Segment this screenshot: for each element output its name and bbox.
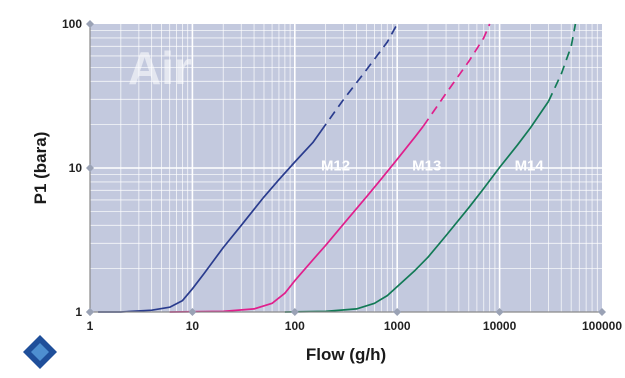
x-tick-label: 10000: [483, 319, 517, 333]
curve-labels: M12 M13 M14: [321, 158, 544, 175]
series-m12: [98, 23, 398, 313]
brand-logo-icon: [23, 335, 57, 369]
series-m14: [284, 23, 577, 313]
x-tick-marker: [598, 308, 606, 316]
axes: [86, 20, 606, 316]
y-tick-label: 10: [69, 161, 83, 175]
x-tick-marker: [495, 308, 504, 316]
gas-watermark: Air: [128, 42, 192, 94]
x-tick-label: 100000: [582, 319, 622, 333]
y-axis-title: P1 (bara): [31, 132, 50, 205]
series-m13: [169, 23, 491, 313]
x-tick-label: 10: [186, 319, 200, 333]
x-tick-marker: [393, 308, 402, 316]
x-tick-label: 1: [87, 319, 94, 333]
series-m14-dashed-line: [547, 23, 577, 102]
series-layer: [98, 23, 577, 313]
y-tick-marker: [86, 164, 94, 172]
tick-labels: 1 10 100 1000 10000 100000 1 10 100: [62, 17, 622, 333]
y-tick-marker: [86, 308, 94, 316]
series-m13-solid-line: [169, 125, 424, 313]
series-m12-solid-line: [98, 130, 322, 313]
x-tick-marker: [188, 308, 197, 316]
x-tick-label: 100: [285, 319, 305, 333]
logo-inner-diamond: [31, 343, 49, 361]
series-m14-solid-line: [284, 100, 550, 313]
x-axis-title: Flow (g/h): [306, 345, 386, 364]
y-tick-label: 1: [75, 305, 82, 319]
x-tick-label: 1000: [384, 319, 411, 333]
curve-label-m13: M13: [412, 158, 441, 175]
curve-label-m12: M12: [321, 158, 350, 175]
x-tick-marker: [290, 308, 299, 316]
curve-label-m14: M14: [515, 158, 545, 175]
y-tick-label: 100: [62, 17, 82, 31]
major-grid: [90, 24, 602, 312]
series-m12-dashed-line: [320, 23, 398, 132]
y-tick-marker: [86, 20, 94, 28]
series-m13-dashed-line: [422, 23, 491, 127]
